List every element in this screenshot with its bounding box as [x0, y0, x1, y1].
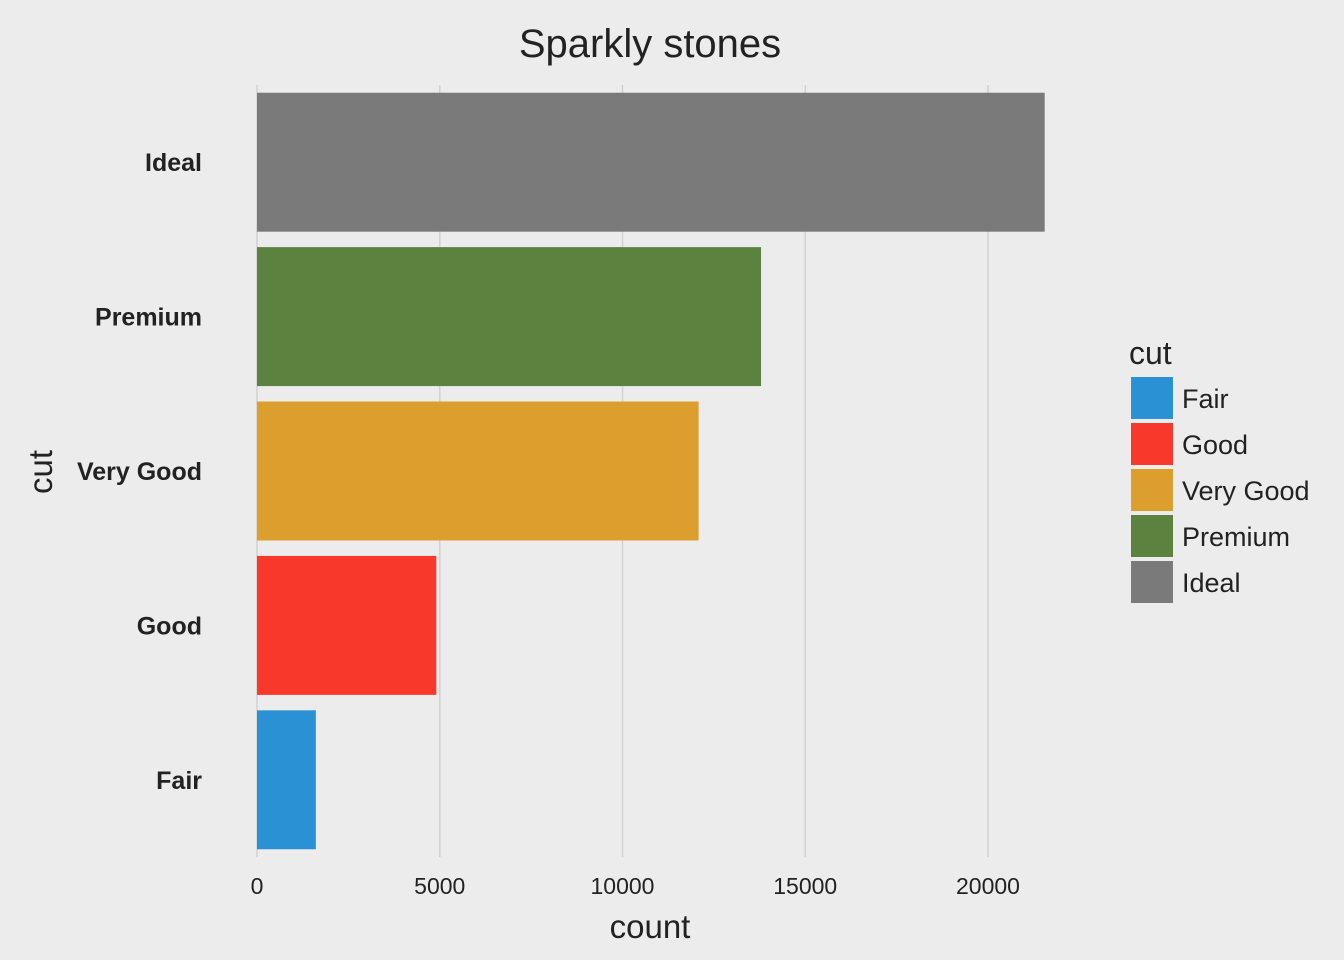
legend-key-fair [1131, 377, 1173, 419]
y-axis-title: cut [22, 450, 59, 494]
x-tick-label-3: 15000 [773, 873, 837, 899]
x-tick-label-0: 0 [251, 873, 264, 899]
legend: cut Fair Good Very Good Premium Ideal [1129, 335, 1310, 603]
bar-good [257, 555, 437, 695]
bar-ideal [257, 92, 1045, 232]
legend-key-good [1131, 423, 1173, 465]
category-label-good: Good [137, 612, 202, 640]
x-tick-labels: 0 5000 10000 15000 20000 [251, 873, 1020, 899]
bars-layer [257, 92, 1045, 850]
category-label-fair: Fair [156, 767, 202, 795]
category-label-ideal: Ideal [145, 149, 202, 177]
bar-very-good [257, 401, 699, 541]
category-label-premium: Premium [95, 304, 202, 332]
x-tick-label-4: 20000 [956, 873, 1020, 899]
x-tick-label-2: 10000 [591, 873, 655, 899]
legend-key-premium [1131, 515, 1173, 557]
legend-label-premium: Premium [1182, 522, 1290, 552]
legend-title: cut [1129, 335, 1172, 371]
category-labels: Fair Good Very Good Premium Ideal [77, 149, 202, 795]
legend-label-very-good: Very Good [1182, 476, 1310, 506]
legend-key-ideal [1131, 561, 1173, 603]
x-tick-label-1: 5000 [414, 873, 465, 899]
category-label-very-good: Very Good [77, 458, 202, 486]
chart-title: Sparkly stones [519, 22, 781, 66]
legend-key-very-good [1131, 469, 1173, 511]
legend-label-fair: Fair [1182, 384, 1229, 414]
legend-label-ideal: Ideal [1182, 568, 1241, 598]
bar-fair [257, 710, 316, 850]
x-axis-title: count [610, 908, 691, 945]
legend-label-good: Good [1182, 430, 1248, 460]
bar-premium [257, 247, 762, 387]
